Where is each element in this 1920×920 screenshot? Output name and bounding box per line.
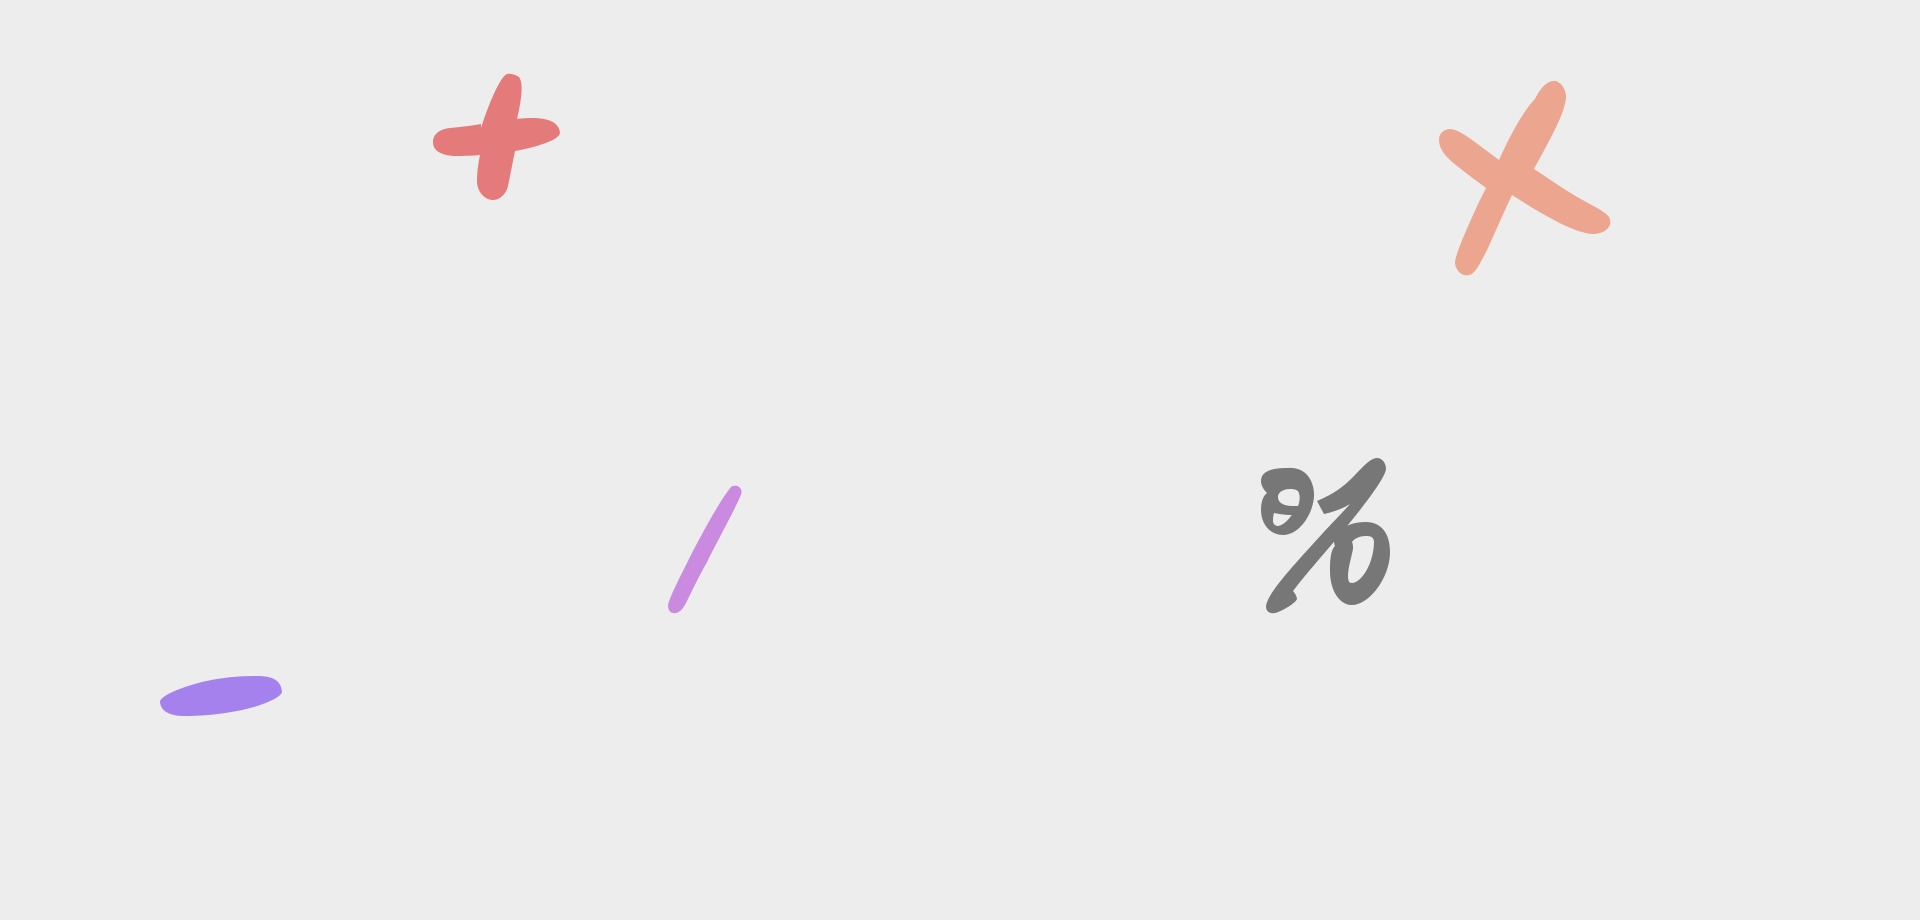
minus-icon [160,676,282,716]
percent-symbol [1261,458,1390,614]
plus-icon [433,73,560,200]
percent-icon [1261,458,1390,614]
minus-symbol [160,676,282,716]
times-symbol [1439,80,1611,276]
times-icon [1439,80,1611,276]
slash-icon [668,485,742,614]
plus-symbol [433,73,560,200]
slash-symbol [668,485,742,614]
